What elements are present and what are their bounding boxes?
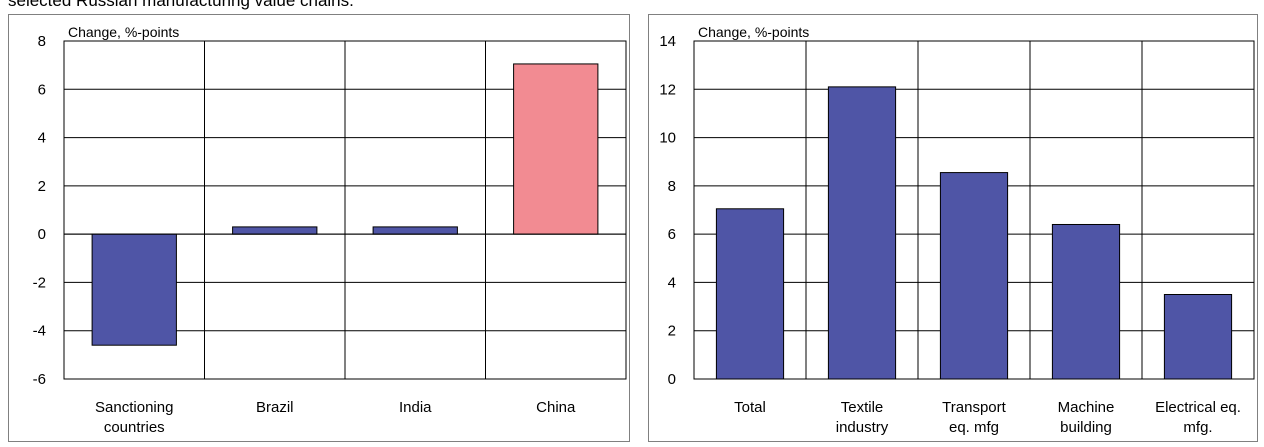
bar-machine-building bbox=[1051, 223, 1121, 380]
x-tick-label: eq. mfg bbox=[949, 419, 999, 436]
x-tick-label: India bbox=[399, 399, 432, 416]
bar-chart-industries: 0 2 4 6 8 10 12 14 Total Textile industry Transport… bbox=[659, 24, 1255, 436]
y-tick-label: 14 bbox=[659, 33, 676, 50]
y-tick-label: 2 bbox=[38, 178, 46, 195]
x-tick-label: Machine bbox=[1058, 399, 1115, 416]
x-tick-label: Total bbox=[734, 399, 766, 416]
x-tick-label: mfg. bbox=[1183, 419, 1212, 436]
chart-panel-countries: -6 -4 -2 0 2 4 6 8 Sanctioning countries Brazil Ind… bbox=[8, 14, 630, 442]
bar-india bbox=[372, 226, 458, 235]
unit-label: Change, %-points bbox=[698, 24, 809, 40]
x-tick-label: Transport bbox=[942, 399, 1006, 416]
y-tick-label: 4 bbox=[38, 130, 46, 147]
bar-transport-eq-mfg bbox=[939, 172, 1009, 380]
x-tick-label: China bbox=[536, 399, 576, 416]
y-tick-label: -2 bbox=[33, 274, 46, 291]
y-tick-label: 4 bbox=[668, 274, 676, 291]
y-tick-label: -6 bbox=[33, 371, 46, 388]
x-tick-label: Textile bbox=[841, 399, 884, 416]
x-tick-label: industry bbox=[836, 419, 889, 436]
x-tick-label: Brazil bbox=[256, 399, 294, 416]
unit-label: Change, %-points bbox=[68, 24, 179, 40]
y-tick-label: 8 bbox=[668, 178, 676, 195]
y-tick-label: 0 bbox=[668, 371, 676, 388]
bar-total bbox=[715, 208, 785, 380]
bar-chart-countries: -6 -4 -2 0 2 4 6 8 Sanctioning countries Brazil Ind… bbox=[33, 24, 627, 436]
bar-brazil bbox=[232, 226, 318, 235]
chart-panel-industries: 0 2 4 6 8 10 12 14 Total Textile industry Transport… bbox=[648, 14, 1258, 442]
y-tick-label: 10 bbox=[659, 130, 676, 147]
bar-sanctioning-countries bbox=[91, 233, 177, 346]
bar-electrical-eq-mfg bbox=[1163, 294, 1233, 380]
y-tick-label: 2 bbox=[668, 323, 676, 340]
y-tick-label: 6 bbox=[38, 81, 46, 98]
y-tick-label: 12 bbox=[659, 81, 676, 98]
figure-caption: selected Russian manufacturing value cha… bbox=[8, 0, 354, 10]
y-tick-label: 6 bbox=[668, 226, 676, 243]
y-tick-label: 8 bbox=[38, 33, 46, 50]
y-tick-label: 0 bbox=[38, 226, 46, 243]
x-tick-label: Electrical eq. bbox=[1155, 399, 1241, 416]
y-tick-label: -4 bbox=[33, 323, 46, 340]
x-tick-label: building bbox=[1060, 419, 1112, 436]
bar-china bbox=[513, 63, 599, 235]
x-tick-label: Sanctioning bbox=[95, 399, 173, 416]
bar-textile-industry bbox=[827, 86, 897, 380]
x-tick-label: countries bbox=[104, 419, 165, 436]
